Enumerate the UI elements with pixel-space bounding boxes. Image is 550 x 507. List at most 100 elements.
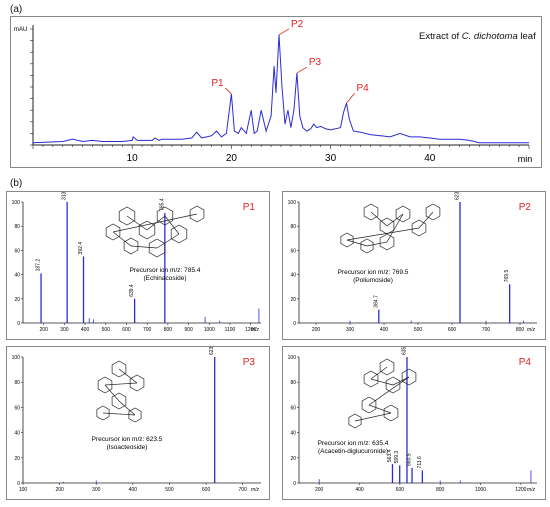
structure-bond [104, 382, 138, 386]
structure-bond [126, 215, 148, 231]
structure-ring [111, 392, 127, 410]
x-tick-label: 700 [482, 327, 491, 333]
peak-label: P3 [309, 57, 322, 68]
peak-mz-label: 187.2 [36, 259, 42, 272]
panel-peak-id: P1 [243, 202, 256, 213]
x-tick-label: 400 [81, 327, 90, 333]
structure-bond [346, 227, 420, 241]
y-tick-label: 20 [290, 297, 296, 303]
peak-mz-label: 599.3 [394, 451, 400, 464]
precursor-ion-text: Precursor ion m/z: 785.4 [130, 267, 201, 274]
structure-ring [383, 404, 399, 422]
peak-mz-label: 384.7 [373, 295, 379, 308]
y-tick-label: 40 [290, 273, 296, 279]
y-tick-label: 0 [17, 481, 20, 487]
structure-bond [112, 231, 132, 247]
precursor-ion-text: Precursor ion m/z: 769.5 [338, 269, 409, 276]
panel-peak-id: P4 [519, 357, 532, 368]
structure-bond [386, 213, 404, 243]
y-tick-label: 60 [290, 405, 296, 411]
y-tick-label: 80 [290, 224, 296, 230]
x-tick-label: 600 [122, 327, 131, 333]
structure-ring [170, 224, 188, 244]
peak-leader-line [225, 87, 232, 95]
structure-ring [363, 203, 379, 221]
peak-label: P1 [211, 78, 224, 89]
x-tick-label: 300 [60, 327, 69, 333]
peak-mz-label: 660.5 [407, 453, 413, 466]
x-tick-label: 1000 [204, 327, 215, 333]
molecular-structure [340, 203, 441, 254]
y-tick-label: 80 [290, 380, 296, 386]
peak-mz-label: 392.4 [78, 242, 84, 255]
panel-b-label: (b) [10, 178, 23, 189]
peak-leader-line [278, 28, 290, 36]
structure-bond [366, 241, 388, 247]
x-tick-label: 300 [346, 327, 355, 333]
spectrum-svg-p3: 0 20 40 60 80 100 100 200 300 400 500 600 700 m/z 623.… [12, 342, 261, 493]
y-tick-label: 80 [14, 380, 20, 386]
x-tick-label: 800 [516, 327, 525, 333]
structure-ring [348, 413, 362, 429]
structure-ring [118, 206, 136, 226]
structure-bond [346, 239, 368, 247]
structure-ring [360, 238, 374, 254]
x-tick-label: 30 [325, 153, 337, 164]
compound-name: (Echinacoside) [144, 275, 187, 282]
x-tick-label: 400 [380, 327, 389, 333]
molecular-structure [348, 358, 417, 429]
peak-mz-label: 711.6 [417, 456, 423, 468]
x-tick-label: 800 [164, 327, 173, 333]
panel-peak-id: P2 [519, 202, 532, 213]
precursor-ion-text: Precursor ion m/z: 623.5 [92, 436, 163, 443]
structure-ring [189, 205, 205, 223]
structure-bond [392, 376, 410, 386]
x-tick-label: 400 [355, 487, 364, 493]
x-unit-label: min [518, 154, 533, 164]
y-tick-label: 60 [290, 248, 296, 254]
structure-bond [370, 366, 388, 380]
x-tick-label: 1100 [225, 327, 236, 333]
structure-ring [97, 376, 113, 394]
structure-ring [148, 238, 166, 258]
compound-name: (Isoacteoside) [107, 444, 148, 451]
y-tick-label: 0 [17, 321, 20, 327]
peak-mz-label: 785.4 [159, 198, 165, 211]
structure-ring [361, 396, 377, 414]
structure-ring [363, 370, 379, 388]
x-tick-label: 500 [414, 327, 423, 333]
peak-label: P2 [291, 19, 304, 30]
structure-ring [385, 376, 401, 394]
y-tick-label: 40 [14, 431, 20, 437]
y-tick-label: 60 [14, 405, 20, 411]
spectrum-svg-p2: 0 20 40 60 80 100 200 300 400 500 600 700 800 m/z 384.… [288, 187, 537, 333]
structure-ring [138, 220, 156, 240]
y-tick-label: 20 [14, 456, 20, 462]
structure-ring [425, 203, 441, 221]
spectrum-panel-p4: 0 20 40 60 80 100 200 400 600 800 1000 1200 m/z 563.4… [282, 342, 546, 500]
y-tick-label: 40 [290, 431, 296, 437]
y-tick-label: 100 [288, 200, 297, 206]
x-tick-label: 500 [165, 487, 174, 493]
x-unit-label: m/z [251, 327, 260, 333]
y-tick-label: 100 [288, 355, 297, 361]
x-tick-label: 300 [92, 487, 101, 493]
y-tick-label: 0 [293, 481, 296, 487]
y-tick-label: 20 [14, 297, 20, 303]
x-tick-label: 600 [396, 487, 405, 493]
structure-bond [368, 376, 410, 406]
chromatogram-svg: mAU 10 20 30 40 min P1 P2 P3 P4 [14, 19, 533, 164]
structure-bond [102, 412, 136, 416]
molecular-structure [96, 360, 145, 423]
structure-bond [156, 233, 180, 249]
structure-ring [111, 360, 127, 378]
x-unit-label: m/z [527, 487, 536, 493]
x-tick-label: 700 [239, 487, 248, 493]
x-tick-label: 600 [202, 487, 211, 493]
x-tick-label: 1200 [515, 487, 526, 493]
chromatogram-title: Extract of C. dichotoma leaf [419, 31, 536, 42]
structure-ring [156, 206, 174, 226]
x-tick-label: 200 [55, 487, 64, 493]
x-tick-label: 500 [102, 327, 111, 333]
y-tick-label: 20 [290, 456, 296, 462]
